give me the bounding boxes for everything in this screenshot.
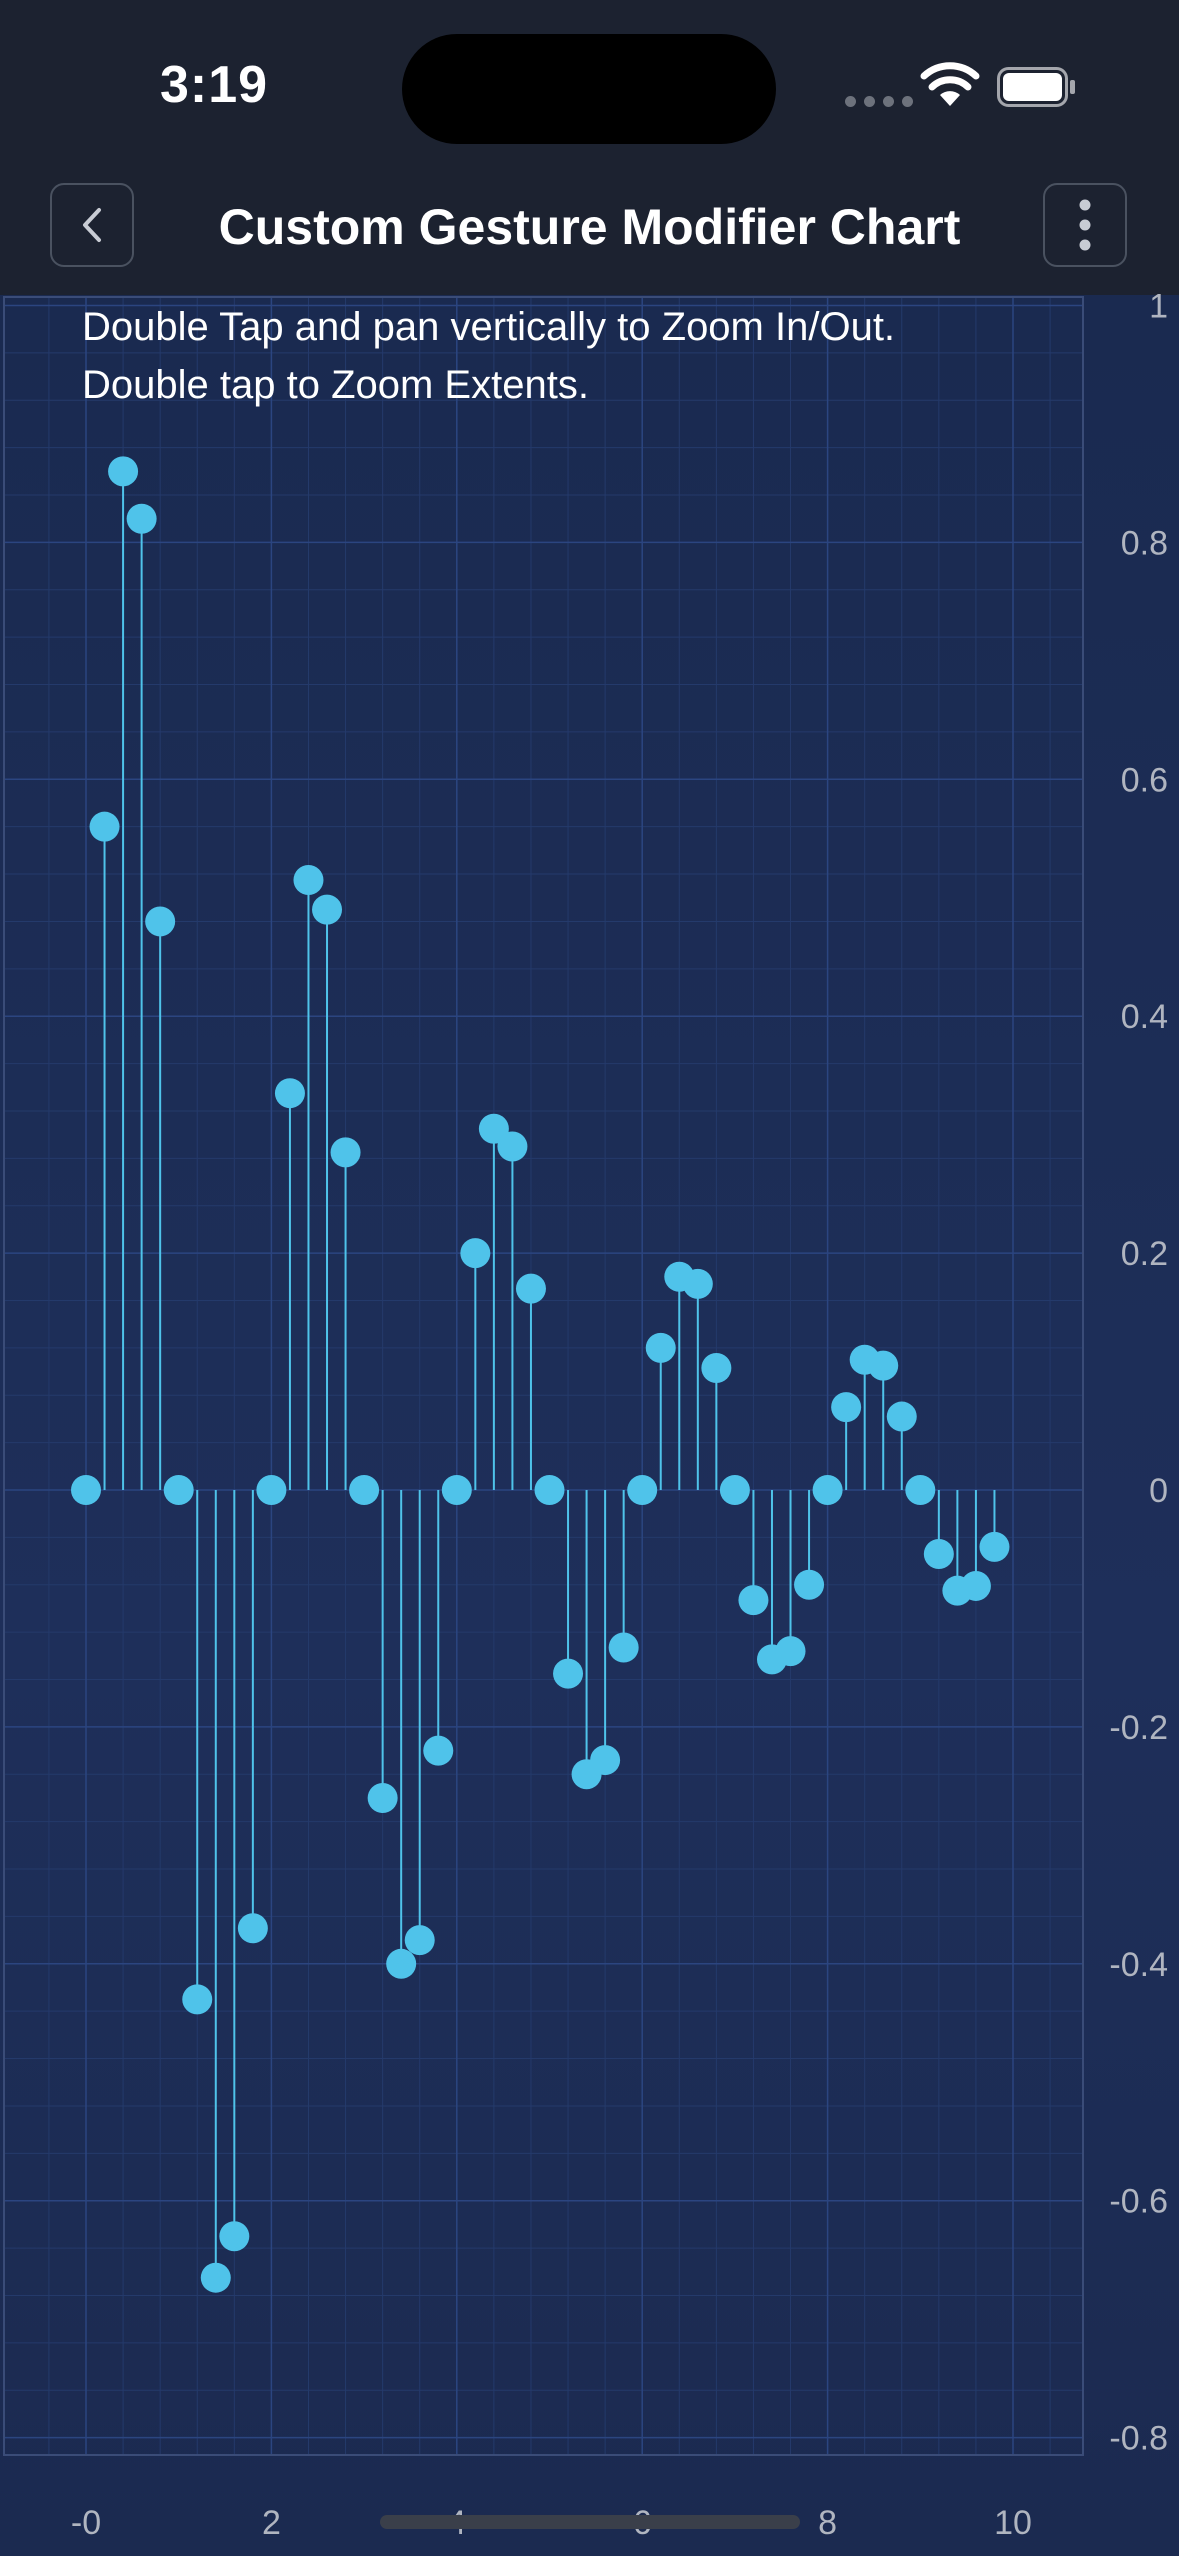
data-point	[886, 1401, 917, 1432]
y-tick-label: 1	[1149, 288, 1168, 326]
data-point	[701, 1352, 732, 1383]
cellular-signal-icon	[845, 96, 913, 107]
data-point	[719, 1475, 750, 1505]
data-point	[71, 1475, 101, 1505]
chevron-left-icon	[83, 208, 101, 242]
data-point	[293, 864, 324, 895]
more-options-button[interactable]	[1043, 183, 1127, 267]
data-point	[219, 2221, 250, 2252]
data-point	[349, 1475, 380, 1505]
data-point	[794, 1569, 825, 1600]
data-point	[515, 1273, 546, 1304]
home-indicator[interactable]	[380, 2515, 800, 2529]
data-point	[89, 811, 120, 842]
data-point	[367, 1782, 398, 1813]
x-tick-label: 8	[818, 2504, 837, 2542]
y-tick-label: -0.4	[1109, 1946, 1168, 1984]
page-title: Custom Gesture Modifier Chart	[218, 199, 961, 255]
back-button[interactable]	[50, 183, 134, 267]
chart-area[interactable]	[0, 295, 1179, 2556]
data-point	[386, 1948, 417, 1979]
data-point	[905, 1475, 936, 1505]
data-point	[682, 1268, 713, 1299]
dynamic-island	[402, 34, 776, 144]
data-point	[460, 1238, 491, 1269]
wifi-icon	[920, 62, 980, 106]
data-point	[553, 1658, 584, 1689]
data-point	[200, 2262, 231, 2293]
data-point	[163, 1475, 194, 1505]
data-point	[145, 906, 176, 937]
plot-border	[3, 296, 1084, 2456]
data-point	[126, 503, 157, 534]
y-tick-label: 0.8	[1121, 524, 1168, 562]
y-tick-label: 0.4	[1121, 998, 1168, 1036]
y-tick-label: 0.2	[1121, 1235, 1168, 1273]
data-point	[237, 1913, 268, 1944]
data-point	[312, 894, 343, 925]
data-point	[775, 1636, 806, 1667]
data-point	[590, 1745, 621, 1776]
y-tick-label: -0.6	[1109, 2183, 1168, 2221]
data-point	[478, 1113, 509, 1144]
vertical-ellipsis-icon	[1079, 199, 1091, 251]
data-point	[423, 1735, 454, 1766]
data-point	[738, 1585, 769, 1616]
data-point	[441, 1475, 472, 1505]
navigation-bar: Custom Gesture Modifier Chart	[0, 170, 1179, 295]
instructions-line-2: Double tap to Zoom Extents.	[82, 363, 589, 407]
data-point	[497, 1131, 528, 1162]
data-point	[960, 1570, 991, 1601]
data-point	[979, 1531, 1010, 1562]
y-tick-label: -0.8	[1109, 2420, 1168, 2458]
data-point	[404, 1925, 435, 1956]
data-point	[923, 1538, 954, 1569]
data-point	[831, 1392, 862, 1423]
y-tick-label: 0.6	[1121, 761, 1168, 799]
data-point	[182, 1984, 213, 2015]
battery-icon	[997, 67, 1075, 107]
x-tick-label: 10	[994, 2504, 1032, 2542]
status-bar: 3:19	[0, 0, 1179, 170]
data-point	[868, 1350, 899, 1381]
status-time: 3:19	[160, 56, 269, 114]
data-point	[330, 1137, 361, 1168]
data-point	[534, 1475, 565, 1505]
instructions-text: Double Tap and pan vertically to Zoom In…	[82, 298, 895, 414]
data-point	[108, 456, 139, 487]
data-point	[608, 1632, 639, 1663]
x-tick-label: 2	[262, 2504, 281, 2542]
data-point	[274, 1078, 305, 1109]
x-tick-label: -0	[71, 2504, 101, 2542]
data-point	[256, 1475, 287, 1505]
data-point	[645, 1332, 676, 1363]
data-point	[627, 1475, 658, 1505]
y-tick-label: 0	[1149, 1472, 1168, 1510]
instructions-line-1: Double Tap and pan vertically to Zoom In…	[82, 305, 896, 349]
data-point	[812, 1475, 843, 1505]
y-tick-label: -0.2	[1109, 1709, 1168, 1747]
